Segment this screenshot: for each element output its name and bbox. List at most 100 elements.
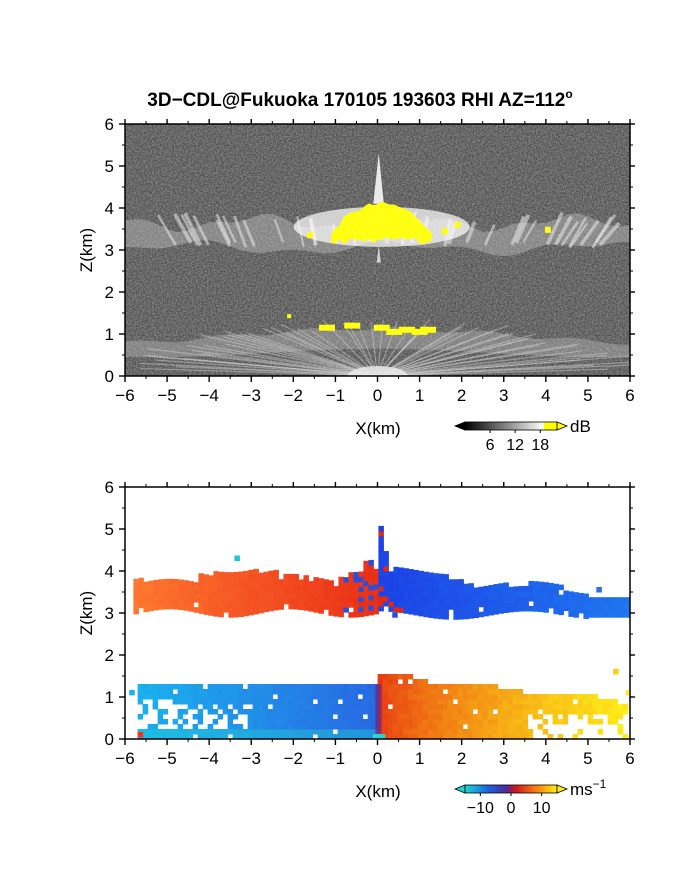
velocity-pixel-upper (183, 600, 189, 606)
velocity-pixel-upper (378, 575, 384, 582)
velocity-pixel-upper (383, 561, 389, 567)
velocity-pixel-upper (268, 585, 274, 592)
chart-title: 3D−CDL@Fukuoka 170105 193603 RHI AZ=112o (147, 87, 572, 111)
velocity-pixel-lower (472, 694, 479, 700)
velocity-pixel-lower (442, 719, 449, 725)
velocity-pixel-lower (562, 699, 569, 705)
velocity-pixel-upper (213, 606, 219, 612)
velocity-pixel-upper (618, 607, 624, 613)
velocity-pixel-lower (177, 689, 184, 695)
velocity-pixel-lower (137, 684, 144, 690)
velocity-pixel-upper (243, 580, 249, 587)
velocity-pixel-upper (378, 590, 384, 597)
velocity-pixel-lower (587, 719, 594, 725)
velocity-pixel-upper (463, 613, 469, 620)
velocity-pixel-lower (367, 709, 374, 715)
velocity-pixel-upper (133, 608, 139, 615)
velocity-pixel-lower (402, 724, 409, 730)
velocity-pixel-upper (583, 593, 589, 600)
velocity-pixel-upper (318, 608, 324, 614)
velocity-pixel-lower (212, 734, 219, 739)
velocity-pixel-lower (232, 729, 239, 735)
velocity-pixel-upper (213, 601, 219, 607)
x-tick-label: 4 (541, 749, 550, 768)
velocity-pixel-lower (502, 729, 509, 735)
velocity-pixel-upper (483, 605, 489, 612)
velocity-pixel-lower (337, 704, 344, 710)
velocity-pixel-lower (362, 724, 369, 730)
velocity-pixel-upper (473, 612, 479, 619)
velocity-pixel-lower (282, 699, 289, 705)
velocity-pixel-lower (317, 719, 324, 725)
velocity-pixel-lower (417, 689, 424, 695)
velocity-pixel-lower (557, 694, 564, 700)
velocity-pixel-lower (567, 704, 574, 710)
velocity-pixel-upper (258, 592, 264, 599)
velocity-pixel-lower (352, 734, 359, 739)
velocity-pixel-upper (598, 607, 604, 613)
velocity-pixel-upper (378, 570, 384, 577)
velocity-pixel-lower (487, 699, 494, 705)
velocity-pixel-lower (322, 729, 329, 735)
velocity-pixel-lower (447, 714, 454, 720)
velocity-pixel-upper (213, 581, 219, 587)
velocity-pixel-upper (448, 584, 454, 590)
velocity-pixel-lower (412, 704, 419, 710)
velocity-pixel-lower (597, 709, 604, 715)
velocity-pixel-lower (512, 694, 519, 700)
velocity-pixel-lower (327, 684, 334, 690)
velocity-pixel-upper (458, 594, 464, 600)
velocity-pixel-lower (282, 689, 289, 695)
velocity-pixel-lower (142, 729, 149, 735)
velocity-pixel-lower (222, 704, 229, 710)
velocity-pixel-lower (382, 709, 389, 715)
velocity-pixel-lower (392, 689, 399, 695)
velocity-pixel-upper (318, 578, 324, 584)
reflectivity-heatmap (125, 124, 630, 376)
velocity-pixel-lower (242, 734, 249, 739)
velocity-pixel-lower (357, 734, 364, 739)
velocity-pixel-lower (477, 714, 484, 720)
velocity-pixel-upper (288, 598, 294, 605)
velocity-pixel-lower (317, 699, 324, 705)
velocity-pixel-upper (173, 604, 179, 610)
velocity-pixel-upper (583, 608, 589, 615)
velocity-pixel-upper (588, 607, 594, 613)
velocity-pixel-upper (323, 584, 329, 590)
velocity-pixel-upper (303, 580, 309, 586)
velocity-pixel-lower (507, 724, 514, 730)
velocity-pixel-lower (297, 684, 304, 690)
velocity-pixel-lower (607, 714, 614, 720)
velocity-pixel-upper (313, 577, 319, 583)
velocity-pixel-lower (197, 714, 204, 720)
velocity-pixel-lower (367, 714, 374, 720)
velocity-pixel-lower (412, 734, 419, 739)
velocity-pixel-upper (158, 589, 164, 595)
velocity-pixel-upper (423, 571, 429, 578)
velocity-pixel-lower (297, 714, 304, 720)
velocity-pixel-lower (592, 704, 599, 710)
velocity-pixel-upper (218, 576, 224, 583)
velocity-pixel-lower (197, 709, 204, 715)
velocity-pixel-lower (482, 709, 489, 715)
velocity-pixel-lower (462, 704, 469, 710)
x-tick-label: 6 (625, 749, 634, 768)
x-tick-label: 0 (373, 749, 382, 768)
velocity-pixel-lower (452, 704, 459, 710)
velocity-pixel-upper (443, 594, 449, 600)
velocity-pixel-lower (252, 689, 259, 695)
velocity-pixel-lower (207, 709, 214, 715)
velocity-pixel-upper (463, 588, 469, 595)
velocity-pixel-upper (383, 566, 389, 572)
velocity-pixel-upper (168, 588, 174, 595)
velocity-pixel-upper (438, 613, 444, 620)
velocity-pixel-upper (438, 573, 444, 580)
velocity-pixel-upper (438, 578, 444, 585)
velocity-pixel-upper (508, 606, 514, 613)
velocity-pixel-lower (357, 684, 364, 690)
velocity-pixel-upper (568, 596, 574, 602)
velocity-pixel-lower (432, 699, 439, 705)
velocity-pixel-lower (162, 734, 169, 739)
velocity-pixel-upper (593, 597, 599, 603)
velocity-pixel-upper (203, 574, 209, 580)
